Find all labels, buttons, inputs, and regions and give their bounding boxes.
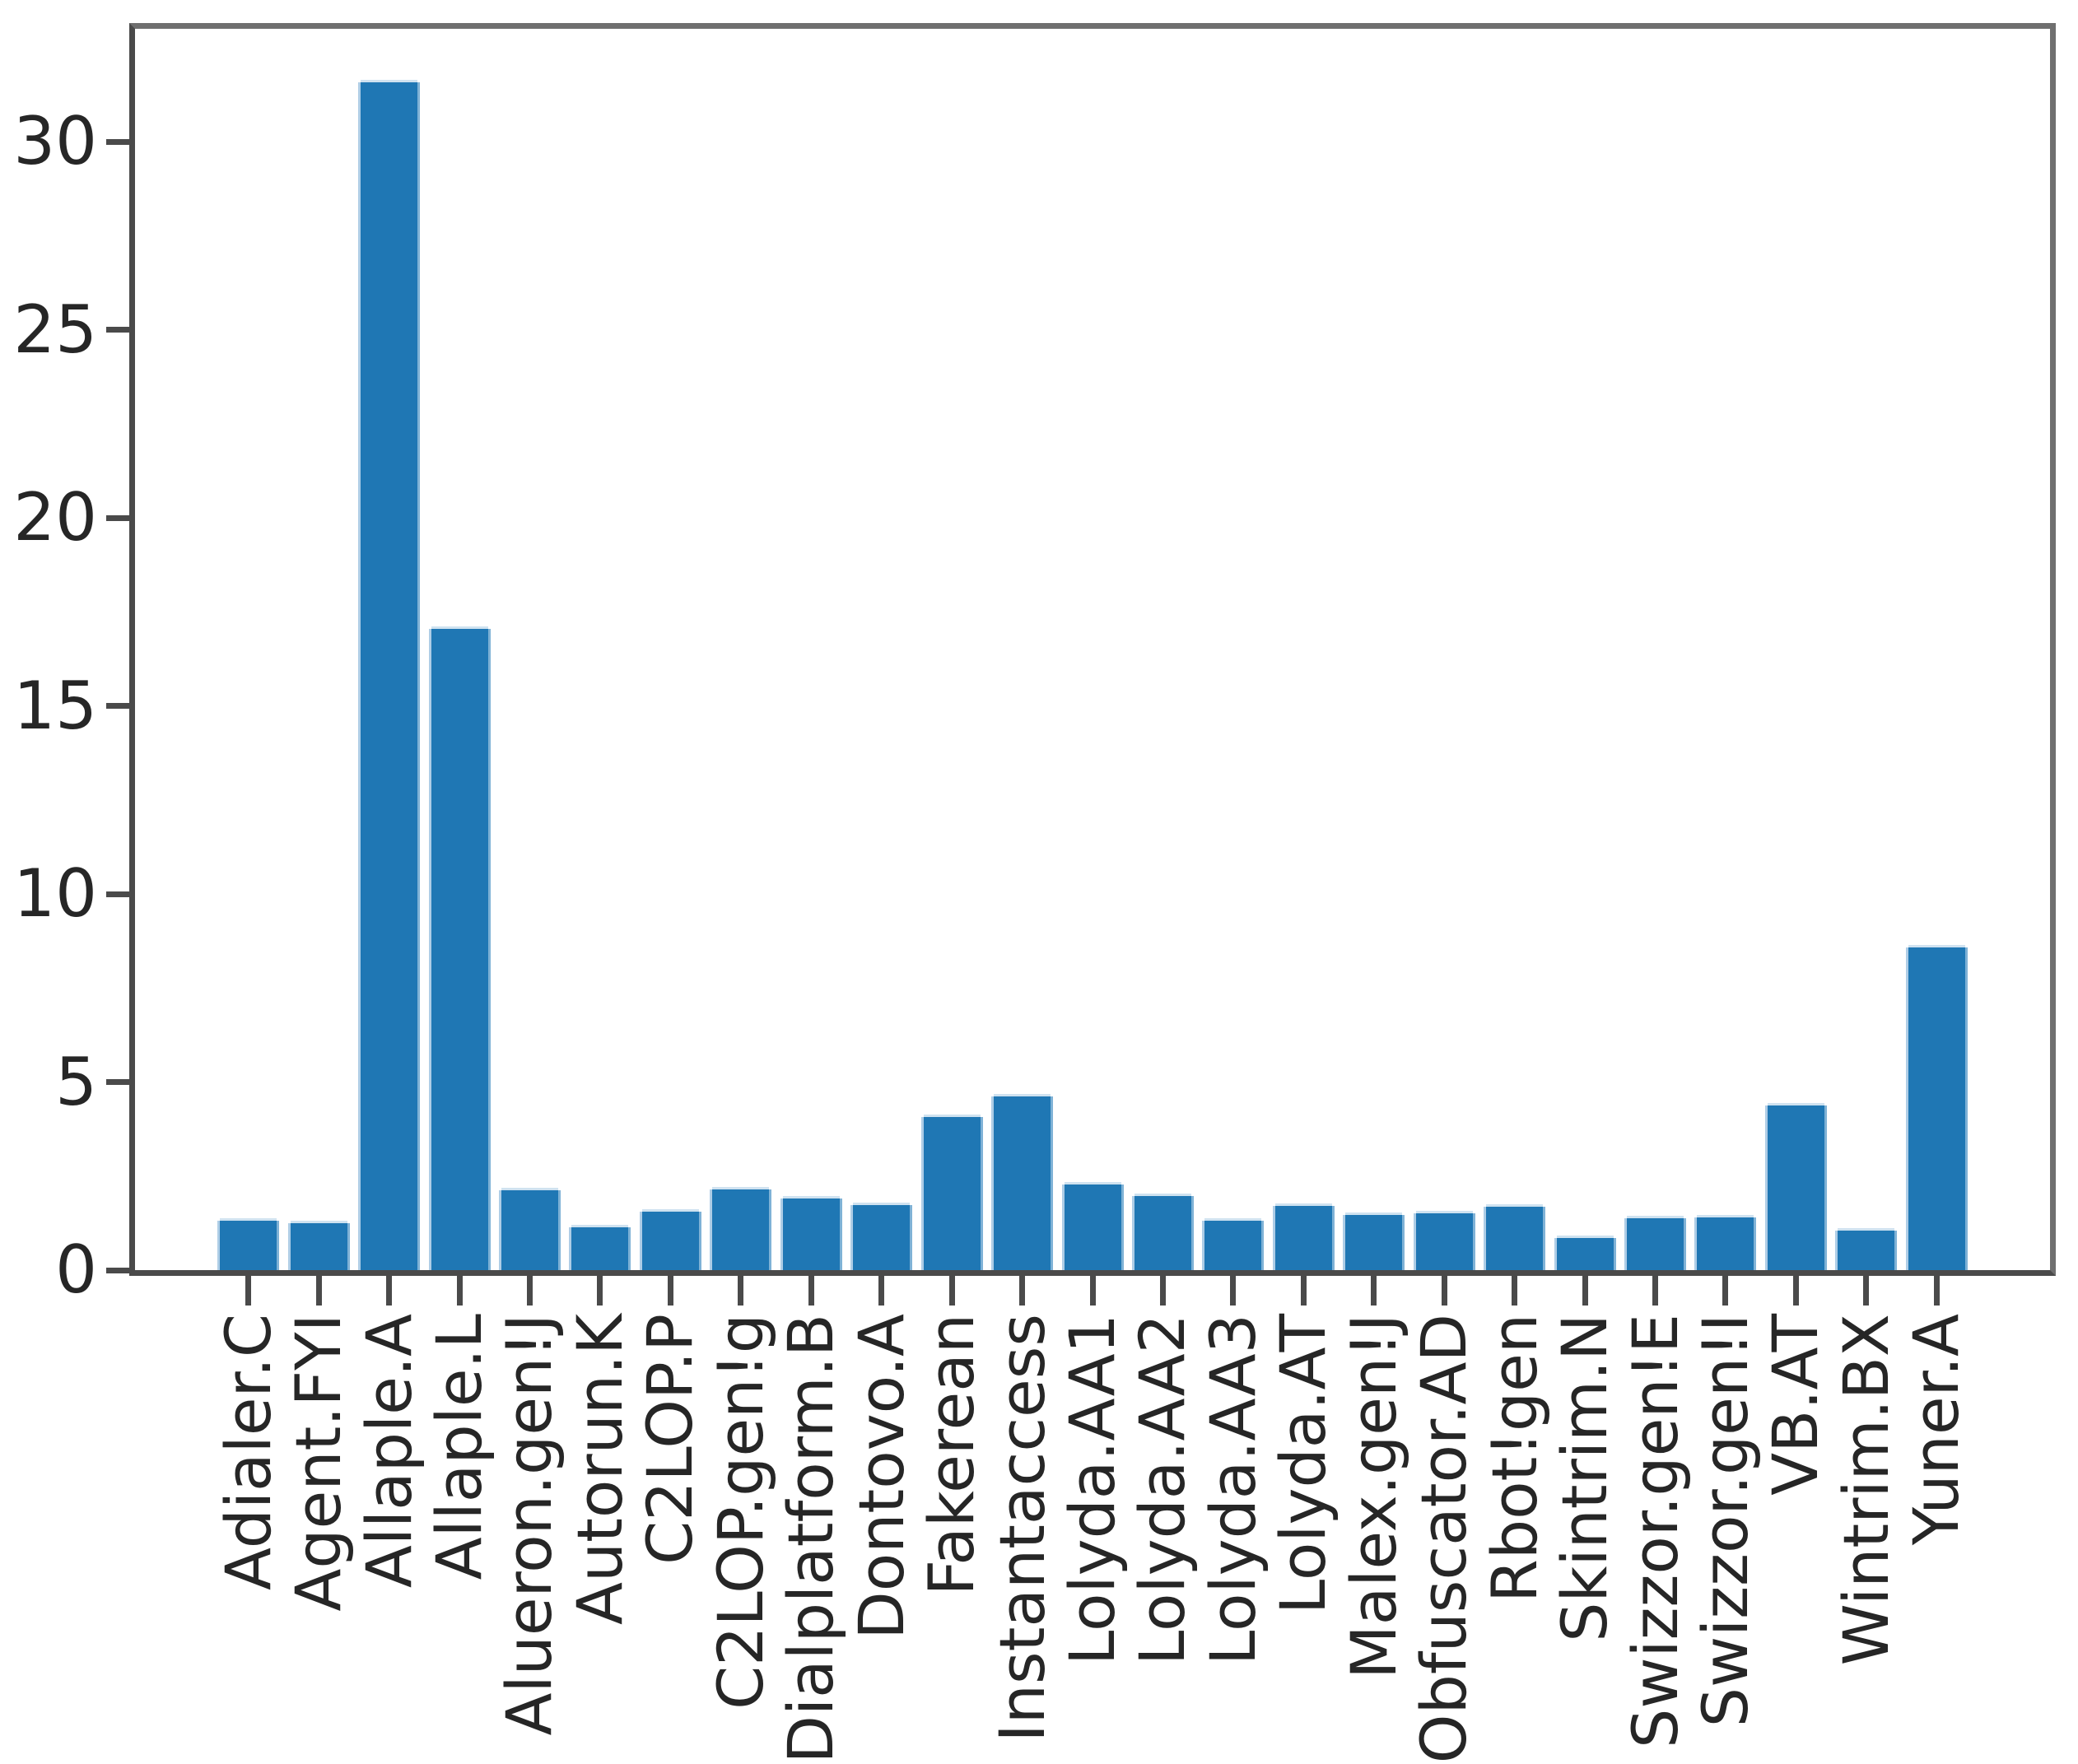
x-tick-mark xyxy=(1019,1276,1026,1306)
bar-Alueron.gen!J xyxy=(501,1190,558,1270)
x-tick-label-Autorun.K: Autorun.K xyxy=(562,1314,636,1626)
x-tick-label-Allaple.A: Allaple.A xyxy=(352,1314,426,1589)
x-tick-mark xyxy=(808,1276,814,1306)
plot-area xyxy=(129,23,2056,1276)
bar-Autorun.K xyxy=(571,1227,629,1270)
bar-Adialer.C xyxy=(220,1221,277,1270)
x-tick-label-Rbot!gen: Rbot!gen xyxy=(1477,1314,1551,1603)
x-tick-label-Lolyda.AA2: Lolyda.AA2 xyxy=(1125,1314,1200,1666)
x-tick-label-VB.AT: VB.AT xyxy=(1759,1314,1833,1496)
x-tick-mark xyxy=(315,1276,322,1306)
y-tick-label: 15 xyxy=(13,667,97,744)
x-tick-mark xyxy=(1441,1276,1447,1306)
x-tick-label-Lolyda.AA3: Lolyda.AA3 xyxy=(1195,1314,1270,1666)
y-tick-label: 30 xyxy=(13,103,97,180)
x-tick-mark xyxy=(948,1276,955,1306)
bar-Lolyda.AA3 xyxy=(1204,1220,1262,1270)
bar-Allaple.A xyxy=(361,81,418,1270)
x-tick-mark xyxy=(1089,1276,1096,1306)
bar-Lolyda.AA2 xyxy=(1134,1195,1191,1270)
x-tick-label-Yuner.A: Yuner.A xyxy=(1899,1314,1973,1546)
x-tick-mark xyxy=(667,1276,673,1306)
x-tick-label-Allaple.L: Allaple.L xyxy=(422,1314,496,1580)
x-tick-mark xyxy=(1792,1276,1799,1306)
bar-Skintrim.N xyxy=(1556,1237,1614,1270)
x-tick-mark xyxy=(1722,1276,1729,1306)
x-tick-mark xyxy=(386,1276,393,1306)
x-tick-label-Swizzor.gen!E: Swizzor.gen!E xyxy=(1618,1314,1692,1748)
bar-Dontovo.A xyxy=(853,1204,911,1270)
x-tick-mark xyxy=(245,1276,252,1306)
bar-VB.AT xyxy=(1767,1105,1824,1270)
y-tick-label: 0 xyxy=(55,1231,97,1308)
bar-Swizzor.gen!I xyxy=(1697,1217,1754,1270)
bar-Obfuscator.AD xyxy=(1415,1212,1473,1270)
x-tick-mark xyxy=(738,1276,744,1306)
bar-Lolyda.AT xyxy=(1274,1206,1332,1270)
x-tick-label-Agent.FYI: Agent.FYI xyxy=(282,1314,356,1612)
bar-Dialplatform.B xyxy=(782,1198,840,1270)
x-tick-mark xyxy=(1159,1276,1166,1306)
bar-Allaple.L xyxy=(431,629,488,1270)
x-tick-mark xyxy=(1582,1276,1588,1306)
y-tick-mark xyxy=(106,327,129,333)
x-tick-label-Instantaccess: Instantaccess xyxy=(985,1314,1059,1743)
x-tick-mark xyxy=(1863,1276,1870,1306)
bar-Swizzor.gen!E xyxy=(1627,1218,1684,1270)
y-tick-mark xyxy=(106,138,129,145)
x-tick-label-Lolyda.AT: Lolyda.AT xyxy=(1266,1314,1340,1615)
x-tick-mark xyxy=(456,1276,463,1306)
x-tick-label-Malex.gen!J: Malex.gen!J xyxy=(1336,1314,1410,1679)
bar-Agent.FYI xyxy=(290,1223,347,1270)
bar-Lolyda.AA1 xyxy=(1064,1184,1121,1270)
y-tick-mark xyxy=(106,1267,129,1273)
x-tick-label-Wintrim.BX: Wintrim.BX xyxy=(1829,1314,1903,1666)
x-tick-mark xyxy=(1300,1276,1307,1306)
y-tick-mark xyxy=(106,514,129,521)
x-tick-label-Obfuscator.AD: Obfuscator.AD xyxy=(1407,1314,1481,1764)
x-tick-mark xyxy=(1652,1276,1659,1306)
x-tick-label-Alueron.gen!J: Alueron.gen!J xyxy=(492,1314,566,1736)
x-tick-label-Dialplatform.B: Dialplatform.B xyxy=(774,1314,848,1764)
x-tick-label-C2LOP.P: C2LOP.P xyxy=(633,1314,707,1565)
x-tick-mark xyxy=(1933,1276,1940,1306)
y-tick-mark xyxy=(106,1079,129,1085)
bar-Yuner.A xyxy=(1908,947,1965,1270)
x-tick-mark xyxy=(878,1276,885,1306)
y-tick-label: 10 xyxy=(13,855,97,933)
x-tick-mark xyxy=(597,1276,603,1306)
x-tick-label-C2LOP.gen!g: C2LOP.gen!g xyxy=(703,1314,777,1710)
x-tick-label-Fakerean: Fakerean xyxy=(915,1314,989,1596)
x-tick-label-Swizzor.gen!I: Swizzor.gen!I xyxy=(1688,1314,1762,1728)
x-tick-label-Lolyda.AA1: Lolyda.AA1 xyxy=(1055,1314,1129,1666)
bar-Wintrim.BX xyxy=(1838,1231,1895,1270)
bar-C2LOP.gen!g xyxy=(712,1189,770,1270)
x-tick-label-Adialer.C: Adialer.C xyxy=(211,1314,285,1590)
x-tick-mark xyxy=(1371,1276,1377,1306)
y-tick-label: 5 xyxy=(55,1043,97,1120)
y-tick-label: 20 xyxy=(13,479,97,556)
y-tick-label: 25 xyxy=(13,291,97,368)
bar-Instantaccess xyxy=(994,1096,1051,1270)
x-tick-mark xyxy=(1512,1276,1518,1306)
y-tick-mark xyxy=(106,891,129,897)
bar-Malex.gen!J xyxy=(1345,1215,1403,1270)
x-tick-label-Dontovo.A: Dontovo.A xyxy=(844,1314,918,1640)
x-tick-mark xyxy=(1230,1276,1237,1306)
bar-Rbot!gen xyxy=(1486,1206,1544,1270)
bar-C2LOP.P xyxy=(641,1211,699,1270)
y-tick-mark xyxy=(106,703,129,710)
x-tick-mark xyxy=(526,1276,533,1306)
x-tick-label-Skintrim.N: Skintrim.N xyxy=(1548,1314,1622,1642)
bar-Fakerean xyxy=(923,1116,981,1270)
